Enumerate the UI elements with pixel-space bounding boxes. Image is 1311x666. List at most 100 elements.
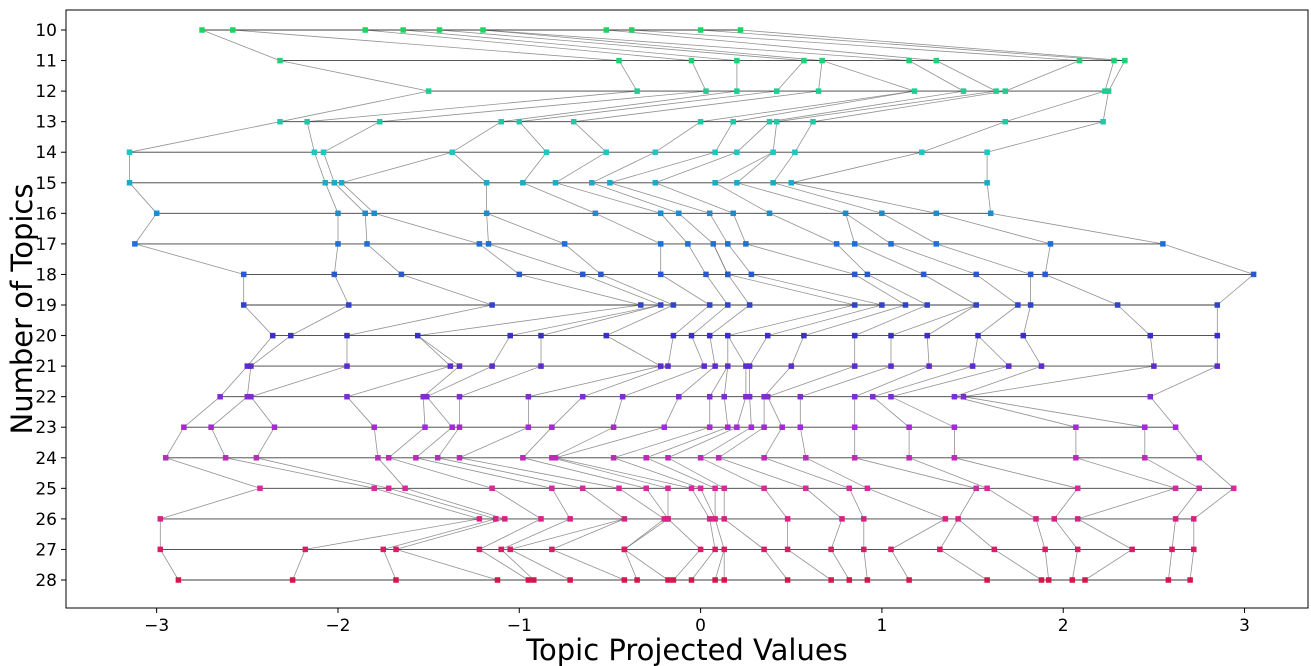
connector-line: [551, 518, 625, 550]
data-point: [721, 577, 727, 583]
data-point: [688, 485, 695, 492]
connector-line: [1084, 549, 1133, 581]
connector-line: [700, 457, 765, 489]
connector-line: [618, 60, 638, 92]
data-point: [991, 546, 998, 553]
data-point: [715, 455, 722, 461]
data-point: [1142, 424, 1148, 430]
connector-line: [459, 365, 542, 398]
data-point: [1172, 516, 1179, 522]
data-point: [335, 241, 341, 247]
data-point: [561, 241, 568, 247]
connector-line: [388, 426, 426, 459]
data-point: [703, 88, 709, 94]
connector-line: [622, 365, 705, 398]
data-point: [879, 302, 885, 308]
connector-line: [606, 335, 661, 367]
data-point: [498, 118, 504, 125]
y-tick-label: 24: [35, 449, 57, 469]
data-point: [712, 180, 718, 186]
connector-line: [279, 90, 429, 123]
connector-line: [388, 487, 496, 520]
connector-line: [437, 426, 460, 459]
connector-line: [250, 396, 275, 428]
connector-line: [573, 90, 819, 123]
data-point: [304, 118, 310, 125]
y-tick-label: 18: [35, 265, 57, 285]
data-point: [240, 302, 247, 308]
connector-line: [1162, 243, 1254, 275]
connector-line: [673, 304, 710, 336]
data-point: [746, 393, 753, 400]
data-point: [685, 241, 691, 247]
data-point: [331, 180, 338, 186]
data-point: [842, 210, 849, 217]
connector-line: [776, 60, 805, 92]
data-point: [476, 241, 483, 247]
data-point: [703, 271, 709, 278]
connector-line: [1144, 457, 1200, 489]
connector-line: [564, 243, 602, 275]
data-point: [322, 180, 329, 186]
data-point: [888, 393, 894, 400]
data-point: [706, 332, 713, 339]
data-point: [924, 302, 930, 308]
data-point: [621, 516, 628, 522]
data-point: [520, 455, 526, 461]
data-point: [973, 302, 979, 308]
connector-line: [645, 488, 669, 520]
connector-line: [736, 182, 846, 214]
data-point: [549, 424, 555, 430]
connector-line: [986, 121, 1104, 153]
connector-line: [232, 29, 620, 61]
data-point: [1214, 363, 1221, 369]
connector-line: [519, 90, 777, 123]
data-point: [864, 271, 871, 278]
data-point: [770, 149, 776, 155]
data-point: [589, 180, 595, 186]
data-point: [289, 577, 296, 583]
connector-line: [426, 396, 453, 428]
data-point: [951, 424, 958, 430]
connector-line: [540, 304, 661, 336]
connector-line: [818, 60, 823, 92]
data-point: [489, 302, 495, 308]
connector-line: [1022, 304, 1031, 336]
data-point: [1105, 88, 1112, 94]
connector-line: [954, 396, 1076, 428]
data-point: [951, 393, 958, 400]
connector-line: [691, 488, 711, 520]
connector-line: [767, 365, 855, 398]
data-point: [414, 332, 421, 339]
x-axis-title: Topic Projected Values: [525, 633, 848, 666]
data-point: [1114, 302, 1121, 308]
connector-line: [990, 212, 1163, 245]
data-point: [993, 88, 999, 94]
data-point: [288, 332, 294, 339]
data-point: [371, 424, 377, 430]
connector-line: [426, 365, 493, 398]
connector-line: [660, 213, 689, 245]
connector-line: [800, 365, 892, 398]
data-point: [483, 180, 490, 186]
connector-line: [510, 304, 661, 336]
y-tick-label: 17: [35, 235, 57, 255]
data-point: [157, 516, 164, 522]
data-point: [933, 57, 940, 64]
connector-line: [736, 396, 747, 428]
data-point: [476, 546, 483, 553]
data-point: [725, 271, 731, 278]
data-point: [311, 149, 318, 155]
connector-lines: [129, 29, 1254, 581]
data-point: [973, 485, 979, 492]
connector-line: [479, 243, 520, 275]
connector-line: [867, 487, 946, 520]
data-point: [603, 332, 610, 339]
data-point: [797, 424, 804, 430]
data-point: [489, 485, 495, 492]
connector-line: [1022, 335, 1042, 367]
connector-line: [1168, 549, 1173, 581]
data-point: [734, 180, 740, 186]
x-tick-label: −2: [325, 616, 350, 636]
connector-line: [256, 457, 389, 489]
